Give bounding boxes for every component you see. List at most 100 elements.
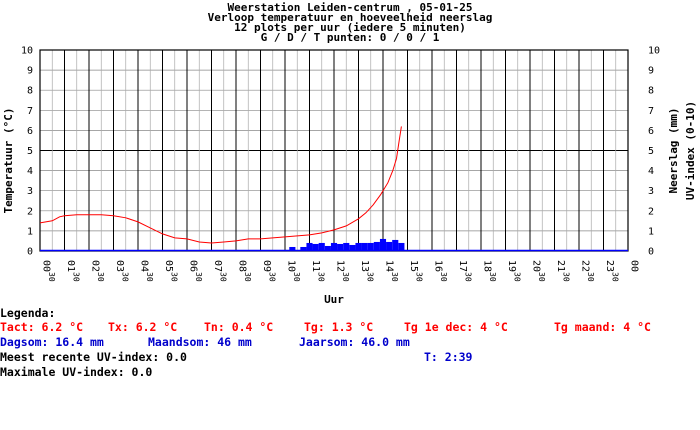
precipitation-bar bbox=[289, 246, 296, 251]
tg-value: Tg: 1.3 °C bbox=[304, 320, 374, 334]
dagsom-value: Dagsom: 16.4 mm bbox=[0, 335, 104, 349]
y-tick-label-left: 9 bbox=[27, 66, 33, 77]
precipitation-bar bbox=[300, 246, 307, 251]
x-tick-label: 23 bbox=[604, 260, 615, 272]
x-tick-label: 01 bbox=[65, 260, 76, 272]
chart-title-line: Verloop temperatuur en hoeveelheid neers… bbox=[208, 11, 493, 24]
x-tick-label: 02 bbox=[90, 260, 101, 272]
x-tick-label: 13 bbox=[359, 260, 370, 272]
precipitation-bar bbox=[330, 242, 338, 251]
uv-recent-value: Meest recente UV-index: 0.0 bbox=[0, 350, 187, 364]
y-tick-label-right: 8 bbox=[648, 86, 654, 97]
x-tick-label: 12 bbox=[335, 260, 346, 272]
chart-title-line: 12 plots per uur (iedere 5 minuten) bbox=[234, 21, 466, 34]
precipitation-bar bbox=[337, 243, 344, 251]
y-tick-label-right: 3 bbox=[648, 186, 654, 197]
x-tick-label: 00 bbox=[41, 260, 52, 272]
x-half-tick-label: 30 bbox=[414, 272, 423, 282]
precipitation-bar bbox=[349, 244, 356, 251]
maandsom-value: Maandsom: 46 mm bbox=[148, 335, 252, 349]
x-tick-label: 08 bbox=[237, 260, 248, 272]
x-half-tick-label: 30 bbox=[365, 272, 374, 282]
x-half-tick-label: 30 bbox=[512, 272, 521, 282]
precipitation-bar bbox=[361, 242, 368, 251]
precipitation-bar bbox=[386, 241, 393, 251]
y-tick-label-left: 2 bbox=[27, 206, 33, 217]
x-half-tick-label: 30 bbox=[439, 272, 448, 282]
y-tick-label-right: 7 bbox=[648, 106, 654, 117]
chart-title-line: Weerstation Leiden-centrum , 05-01-25 bbox=[227, 1, 472, 14]
x-half-tick-label: 30 bbox=[120, 272, 129, 282]
x-half-tick-label: 30 bbox=[488, 272, 497, 282]
x-half-tick-label: 30 bbox=[586, 272, 595, 282]
legend: Legenda: Tact: 6.2 °C Tx: 6.2 °C Tn: 0.4… bbox=[0, 306, 700, 430]
x-half-tick-label: 30 bbox=[316, 272, 325, 282]
x-tick-label: 04 bbox=[139, 260, 150, 272]
x-half-tick-label: 30 bbox=[71, 272, 80, 282]
tg-maand-value: Tg maand: 4 °C bbox=[554, 320, 651, 334]
x-tick-label: 07 bbox=[212, 260, 223, 272]
time-value: T: 2:39 bbox=[424, 350, 473, 364]
precipitation-bar bbox=[318, 242, 325, 251]
y-tick-label-left: 3 bbox=[27, 186, 33, 197]
x-half-tick-label: 30 bbox=[537, 272, 546, 282]
y-tick-label-left: 4 bbox=[27, 166, 33, 177]
y-tick-label-left: 7 bbox=[27, 106, 33, 117]
y-axis-label-right-2: UV-index (0-10) bbox=[684, 101, 697, 200]
x-half-tick-label: 30 bbox=[463, 272, 472, 282]
x-tick-label: 00 bbox=[629, 260, 640, 272]
x-tick-label: 11 bbox=[310, 260, 321, 272]
x-tick-label: 21 bbox=[555, 260, 566, 272]
tn-value: Tn: 0.4 °C bbox=[204, 320, 274, 334]
x-half-tick-label: 30 bbox=[610, 272, 619, 282]
x-tick-label: 03 bbox=[114, 260, 125, 272]
y-axis-label-right-1: Neerslag (mm) bbox=[667, 107, 680, 193]
y-tick-label-right: 9 bbox=[648, 66, 654, 77]
x-half-tick-label: 30 bbox=[145, 272, 154, 282]
x-half-tick-label: 30 bbox=[561, 272, 570, 282]
precipitation-bar bbox=[379, 238, 387, 251]
x-half-tick-label: 30 bbox=[96, 272, 105, 282]
x-tick-label: 22 bbox=[580, 260, 591, 272]
x-tick-label: 09 bbox=[261, 260, 272, 272]
precipitation-bar bbox=[373, 241, 380, 251]
chart-canvas: Weerstation Leiden-centrum , 05-01-25Ver… bbox=[2, 1, 697, 306]
y-tick-label-right: 1 bbox=[648, 226, 654, 237]
x-half-tick-label: 30 bbox=[292, 272, 301, 282]
y-tick-label-left: 10 bbox=[21, 46, 33, 57]
y-tick-label-left: 0 bbox=[27, 247, 33, 258]
jaarsom-value: Jaarsom: 46.0 mm bbox=[299, 335, 410, 349]
y-tick-label-right: 4 bbox=[648, 166, 654, 177]
y-axis-label-left: Temperatuur (°C) bbox=[2, 108, 15, 214]
y-tick-label-right: 0 bbox=[648, 247, 654, 258]
x-tick-label: 19 bbox=[506, 260, 517, 272]
x-tick-label: 14 bbox=[384, 260, 395, 272]
precipitation-bar bbox=[355, 242, 362, 251]
x-half-tick-label: 30 bbox=[194, 272, 203, 282]
temperature-line bbox=[39, 126, 402, 244]
chart-title-line: G / D / T punten: 0 / 0 / 1 bbox=[261, 31, 440, 44]
y-tick-label-right: 6 bbox=[648, 126, 654, 137]
tg-dec-value: Tg 1e dec: 4 °C bbox=[404, 320, 508, 334]
x-tick-label: 05 bbox=[163, 260, 174, 272]
precipitation-bar bbox=[312, 243, 319, 251]
x-half-tick-label: 30 bbox=[169, 272, 178, 282]
x-axis-label: Uur bbox=[324, 293, 344, 306]
y-tick-label-left: 5 bbox=[27, 146, 33, 157]
y-tick-label-left: 6 bbox=[27, 126, 33, 137]
precipitation-bar bbox=[324, 245, 331, 251]
tx-value: Tx: 6.2 °C bbox=[108, 320, 178, 334]
x-tick-label: 10 bbox=[286, 260, 297, 272]
x-tick-label: 15 bbox=[408, 260, 419, 272]
x-half-tick-label: 30 bbox=[218, 272, 227, 282]
y-tick-label-left: 8 bbox=[27, 86, 33, 97]
y-tick-label-right: 2 bbox=[648, 206, 654, 217]
x-half-tick-label: 30 bbox=[243, 272, 252, 282]
precipitation-bar bbox=[343, 242, 350, 251]
uv-max-value: Maximale UV-index: 0.0 bbox=[0, 365, 153, 379]
y-tick-label-right: 5 bbox=[648, 146, 654, 157]
x-half-tick-label: 30 bbox=[267, 272, 276, 282]
x-half-tick-label: 30 bbox=[390, 272, 399, 282]
precipitation-bar bbox=[398, 242, 405, 251]
x-half-tick-label: 30 bbox=[47, 272, 56, 282]
